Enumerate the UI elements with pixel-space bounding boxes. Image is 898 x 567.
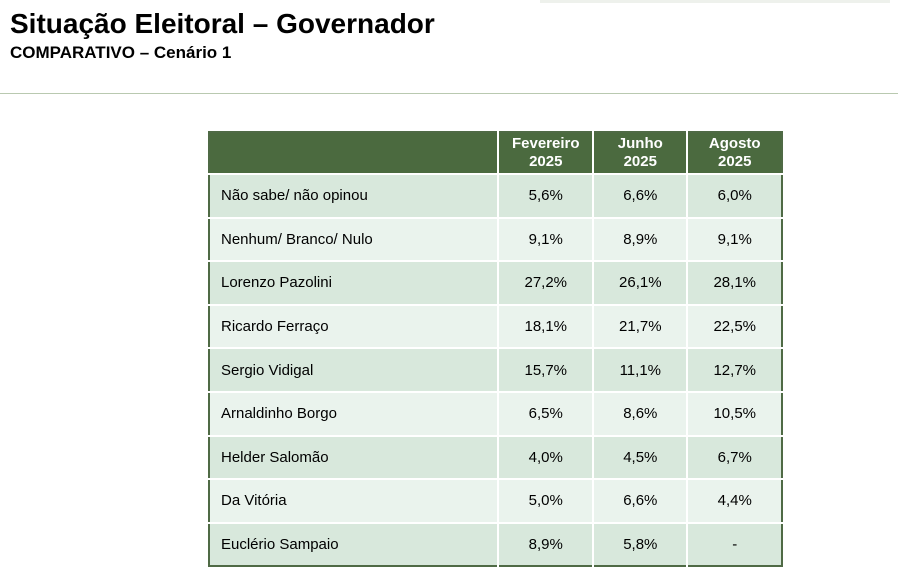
top-faint-rule <box>540 0 890 3</box>
header-blank-cell <box>209 132 500 174</box>
value-cell: 18,1% <box>498 303 595 349</box>
table-row: Não sabe/ não opinou 5,6% 6,6% 6,0% <box>209 173 782 218</box>
row-label: Ricardo Ferraço <box>209 303 500 349</box>
table-row: Sergio Vidigal 15,7% 11,1% 12,7% <box>209 347 782 392</box>
value-cell: 8,9% <box>498 521 595 567</box>
row-label: Arnaldinho Borgo <box>209 390 500 436</box>
value-cell: 28,1% <box>687 260 782 305</box>
value-cell: 27,2% <box>498 260 595 305</box>
value-cell: 22,5% <box>687 303 782 349</box>
value-cell: 26,1% <box>593 260 689 305</box>
row-label: Da Vitória <box>209 478 500 523</box>
header-divider <box>0 93 898 94</box>
table-row: Da Vitória 5,0% 6,6% 4,4% <box>209 478 782 523</box>
column-header-junho: Junho 2025 <box>593 132 689 174</box>
value-cell: 5,8% <box>593 521 689 567</box>
value-cell: 12,7% <box>687 347 782 392</box>
value-cell: 5,0% <box>498 478 595 523</box>
table-row: Euclério Sampaio 8,9% 5,8% - <box>209 521 782 567</box>
column-header-agosto: Agosto 2025 <box>687 132 782 174</box>
row-label: Euclério Sampaio <box>209 521 500 567</box>
row-label: Nenhum/ Branco/ Nulo <box>209 216 500 262</box>
value-cell: 8,6% <box>593 390 689 436</box>
value-cell: 6,7% <box>687 434 782 480</box>
table-row: Ricardo Ferraço 18,1% 21,7% 22,5% <box>209 303 782 349</box>
column-header-year: 2025 <box>623 153 657 170</box>
value-cell: 11,1% <box>593 347 689 392</box>
table-header-row: Fevereiro 2025 Junho 2025 Agosto 2025 <box>209 132 782 174</box>
row-label: Sergio Vidigal <box>209 347 500 392</box>
page-subtitle: COMPARATIVO – Cenário 1 <box>10 43 232 62</box>
value-cell: 15,7% <box>498 347 595 392</box>
value-cell: 4,4% <box>687 478 782 523</box>
column-header-fevereiro: Fevereiro 2025 <box>498 132 595 174</box>
value-cell: 21,7% <box>593 303 689 349</box>
row-label: Lorenzo Pazolini <box>209 260 500 305</box>
value-cell: 6,5% <box>498 390 595 436</box>
page-title: Situação Eleitoral – Governador <box>10 8 435 39</box>
column-header-month: Agosto <box>708 135 761 152</box>
value-cell: 9,1% <box>498 216 595 262</box>
row-label: Helder Salomão <box>209 434 500 480</box>
column-header-year: 2025 <box>718 153 752 170</box>
value-cell: 4,0% <box>498 434 595 480</box>
value-cell: 5,6% <box>498 173 595 218</box>
value-cell: 6,6% <box>593 173 689 218</box>
table-row: Nenhum/ Branco/ Nulo 9,1% 8,9% 9,1% <box>209 216 782 262</box>
column-header-year: 2025 <box>529 153 563 170</box>
value-cell: - <box>687 521 782 567</box>
value-cell: 4,5% <box>593 434 689 480</box>
value-cell: 8,9% <box>593 216 689 262</box>
results-table: Fevereiro 2025 Junho 2025 Agosto 2025 Nã… <box>208 131 783 567</box>
value-cell: 9,1% <box>687 216 782 262</box>
value-cell: 10,5% <box>687 390 782 436</box>
value-cell: 6,6% <box>593 478 689 523</box>
table-row: Lorenzo Pazolini 27,2% 26,1% 28,1% <box>209 260 782 305</box>
row-label: Não sabe/ não opinou <box>209 173 500 218</box>
table-row: Helder Salomão 4,0% 4,5% 6,7% <box>209 434 782 480</box>
table-row: Arnaldinho Borgo 6,5% 8,6% 10,5% <box>209 390 782 436</box>
value-cell: 6,0% <box>687 173 782 218</box>
column-header-month: Fevereiro <box>511 135 580 152</box>
column-header-month: Junho <box>617 135 663 152</box>
